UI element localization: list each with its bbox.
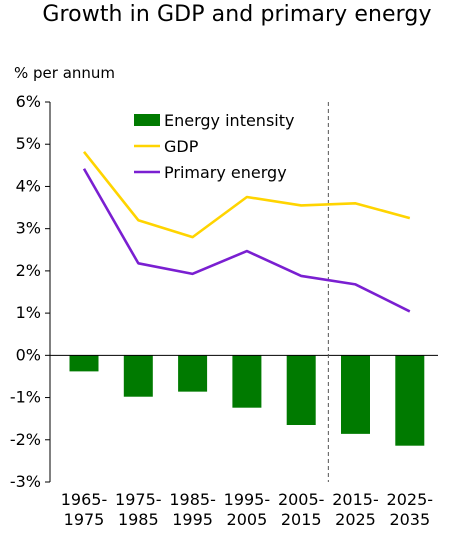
legend-label-primary-energy: Primary energy [164, 163, 287, 182]
y-axis-unit-label: % per annum [14, 64, 115, 82]
legend-label-energy-intensity: Energy intensity [164, 111, 294, 130]
energy-intensity-bar [178, 355, 208, 392]
energy-intensity-bar [232, 355, 262, 408]
legend-label-gdp: GDP [164, 137, 199, 156]
y-tick-label: 1% [16, 303, 41, 322]
energy-intensity-bar [123, 355, 153, 397]
y-tick-label: 3% [16, 219, 41, 238]
y-tick-label: 4% [16, 176, 41, 195]
y-tick-label: 0% [16, 345, 41, 364]
energy-intensity-bar [286, 355, 316, 425]
axes: 6% 5% 4% 3% 2% 1% 0% -1% -2% -3% 1965-19751975-198… [10, 92, 438, 529]
energy-intensity-bar [341, 355, 370, 434]
legend-swatch-energy-intensity [134, 114, 160, 126]
x-tick-label: 2025-2035 [387, 490, 434, 529]
x-tick-label: 1965-1975 [61, 490, 108, 529]
primary-energy-line [82, 168, 411, 313]
x-tick-label: 1995-2005 [224, 490, 271, 529]
y-tick-label: 6% [16, 92, 41, 111]
energy-intensity-bar [395, 355, 425, 446]
x-tick-label: 1975-1985 [115, 490, 162, 529]
x-tick-label: 1985-1995 [169, 490, 216, 529]
y-tick-label: -1% [10, 388, 41, 407]
x-tick-label: 2005-2015 [278, 490, 325, 529]
y-tick-label: 5% [16, 134, 41, 153]
y-tick-label: -2% [10, 430, 41, 449]
gdp-line [82, 151, 411, 239]
chart-title: Growth in GDP and primary energy [42, 2, 432, 27]
y-tick-label: 2% [16, 261, 41, 280]
series-lines [82, 151, 411, 313]
energy-intensity-bars [69, 355, 425, 446]
energy-intensity-bar [69, 355, 99, 372]
y-tick-label: -3% [10, 472, 41, 491]
legend: Energy intensity GDP Primary energy [134, 111, 294, 182]
x-tick-label: 2015-2025 [332, 490, 379, 529]
